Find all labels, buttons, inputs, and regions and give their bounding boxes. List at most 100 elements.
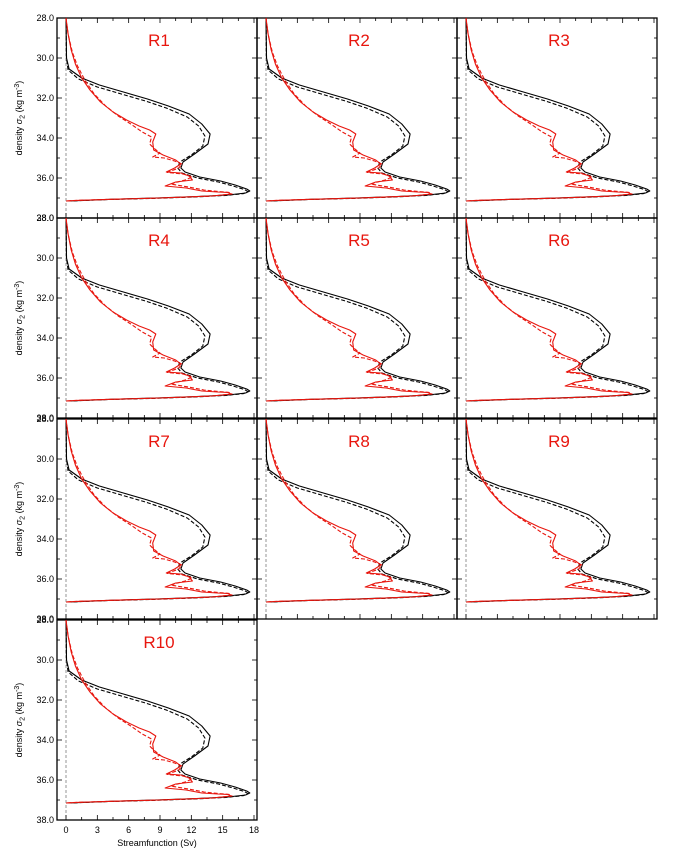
x-tick-label: 15 [218,825,228,835]
y-axis-label-part: -3 [14,686,21,692]
x-axis-label-group: 0 3 6 9 12 15 18 Streamfunction (Sv) [63,825,259,848]
series-red-dashed [265,17,433,202]
panel-title: R8 [348,432,370,451]
y-axis-label-part: -3 [14,84,21,90]
series-red-dashed [65,217,233,402]
x-tick-label: 0 [63,825,68,835]
y-axis-label-part: ) [14,683,24,686]
y-axis-label-part: ) [14,281,24,284]
y-tick-label: 36.0 [36,373,54,383]
panel-title: R2 [348,31,370,50]
series-red-dashed [465,17,633,202]
y-tick-label: 34.0 [36,133,54,143]
series-red-solid [265,17,432,202]
y-tick-label: 38.0 [36,614,54,624]
panel-title: R1 [148,31,170,50]
y-axis-labels: 28.030.032.034.036.038.028.030.032.034.0… [14,13,54,825]
y-axis-label-part: density [14,124,24,155]
series-red-solid [265,418,432,603]
y-tick-label: 28.0 [36,213,54,223]
y-tick-label: 34.0 [36,333,54,343]
panels-group: R1 R2 R3 R4 R5 R6 R7 R8 R9 R10 [56,17,658,821]
y-tick-label: 30.0 [36,655,54,665]
y-axis-label-part: σ [14,720,24,726]
series-red-dashed [65,619,233,804]
y-tick-label: 36.0 [36,775,54,785]
series-red-dashed [265,217,433,402]
panel-r2: R2 [256,17,458,219]
series-red-dashed [465,217,633,402]
panel-title: R3 [548,31,570,50]
series-red-dashed [265,418,433,603]
x-tick-label: 18 [249,825,259,835]
y-axis-label-part: ) [14,81,24,84]
y-tick-label: 28.0 [36,615,54,625]
panel-title: R6 [548,231,570,250]
y-axis-label-part: σ [14,519,24,525]
y-tick-label: 38.0 [36,413,54,423]
y-tick-label: 38.0 [36,815,54,825]
x-tick-label: 6 [126,825,131,835]
series-red-solid [465,17,632,202]
series-red-dashed [65,17,233,202]
y-axis-label: density σ2 (kg m-3) [14,683,27,758]
series-red-dashed [65,418,233,603]
y-axis-label-part: density [14,726,24,757]
panel-r10: R10 [56,619,258,821]
y-axis-label-part: (kg m [14,692,24,717]
y-tick-label: 32.0 [36,695,54,705]
y-tick-label: 36.0 [36,574,54,584]
y-axis-label: density σ2 (kg m-3) [14,81,27,156]
x-tick-label: 12 [186,825,196,835]
y-axis-label-part: -3 [14,284,21,290]
y-axis-label-part: (kg m [14,90,24,115]
panel-title: R9 [548,432,570,451]
panel-r1: R1 [56,17,258,219]
y-axis-label-part: σ [14,118,24,124]
panel-title: R10 [143,633,174,652]
panel-r8: R8 [256,418,458,620]
y-tick-label: 36.0 [36,173,54,183]
panel-r5: R5 [256,217,458,419]
series-red-solid [65,17,232,202]
x-axis-label: Streamfunction (Sv) [117,838,197,848]
series-red-solid [65,217,232,402]
y-axis-label-part: σ [14,318,24,324]
series-red-solid [65,418,232,603]
y-axis-label-part: density [14,324,24,355]
panel-r7: R7 [56,418,258,620]
x-tick-label: 9 [157,825,162,835]
series-red-solid [65,619,232,804]
panel-r3: R3 [456,17,658,219]
series-red-solid [265,217,432,402]
series-red-solid [465,217,632,402]
y-tick-label: 32.0 [36,293,54,303]
series-red-dashed [465,418,633,603]
y-tick-label: 28.0 [36,13,54,23]
y-axis-label-part: (kg m [14,491,24,516]
y-axis-label-part: ) [14,482,24,485]
panel-r6: R6 [456,217,658,419]
y-tick-label: 30.0 [36,53,54,63]
y-tick-label: 34.0 [36,534,54,544]
panel-r9: R9 [456,418,658,620]
series-red-solid [465,418,632,603]
x-tick-label: 3 [95,825,100,835]
y-tick-label: 32.0 [36,93,54,103]
panel-title: R7 [148,432,170,451]
y-axis-label-part: (kg m [14,290,24,315]
y-axis-label-part: 2 [20,315,27,319]
y-tick-label: 38.0 [36,213,54,223]
y-axis-label: density σ2 (kg m-3) [14,281,27,356]
y-axis-label: density σ2 (kg m-3) [14,482,27,557]
y-axis-label-part: density [14,525,24,556]
y-tick-label: 28.0 [36,414,54,424]
y-tick-label: 34.0 [36,735,54,745]
y-tick-label: 32.0 [36,494,54,504]
y-axis-label-part: -3 [14,485,21,491]
y-axis-label-part: 2 [20,115,27,119]
panel-title: R5 [348,231,370,250]
panel-title: R4 [148,231,170,250]
y-axis-label-part: 2 [20,717,27,721]
